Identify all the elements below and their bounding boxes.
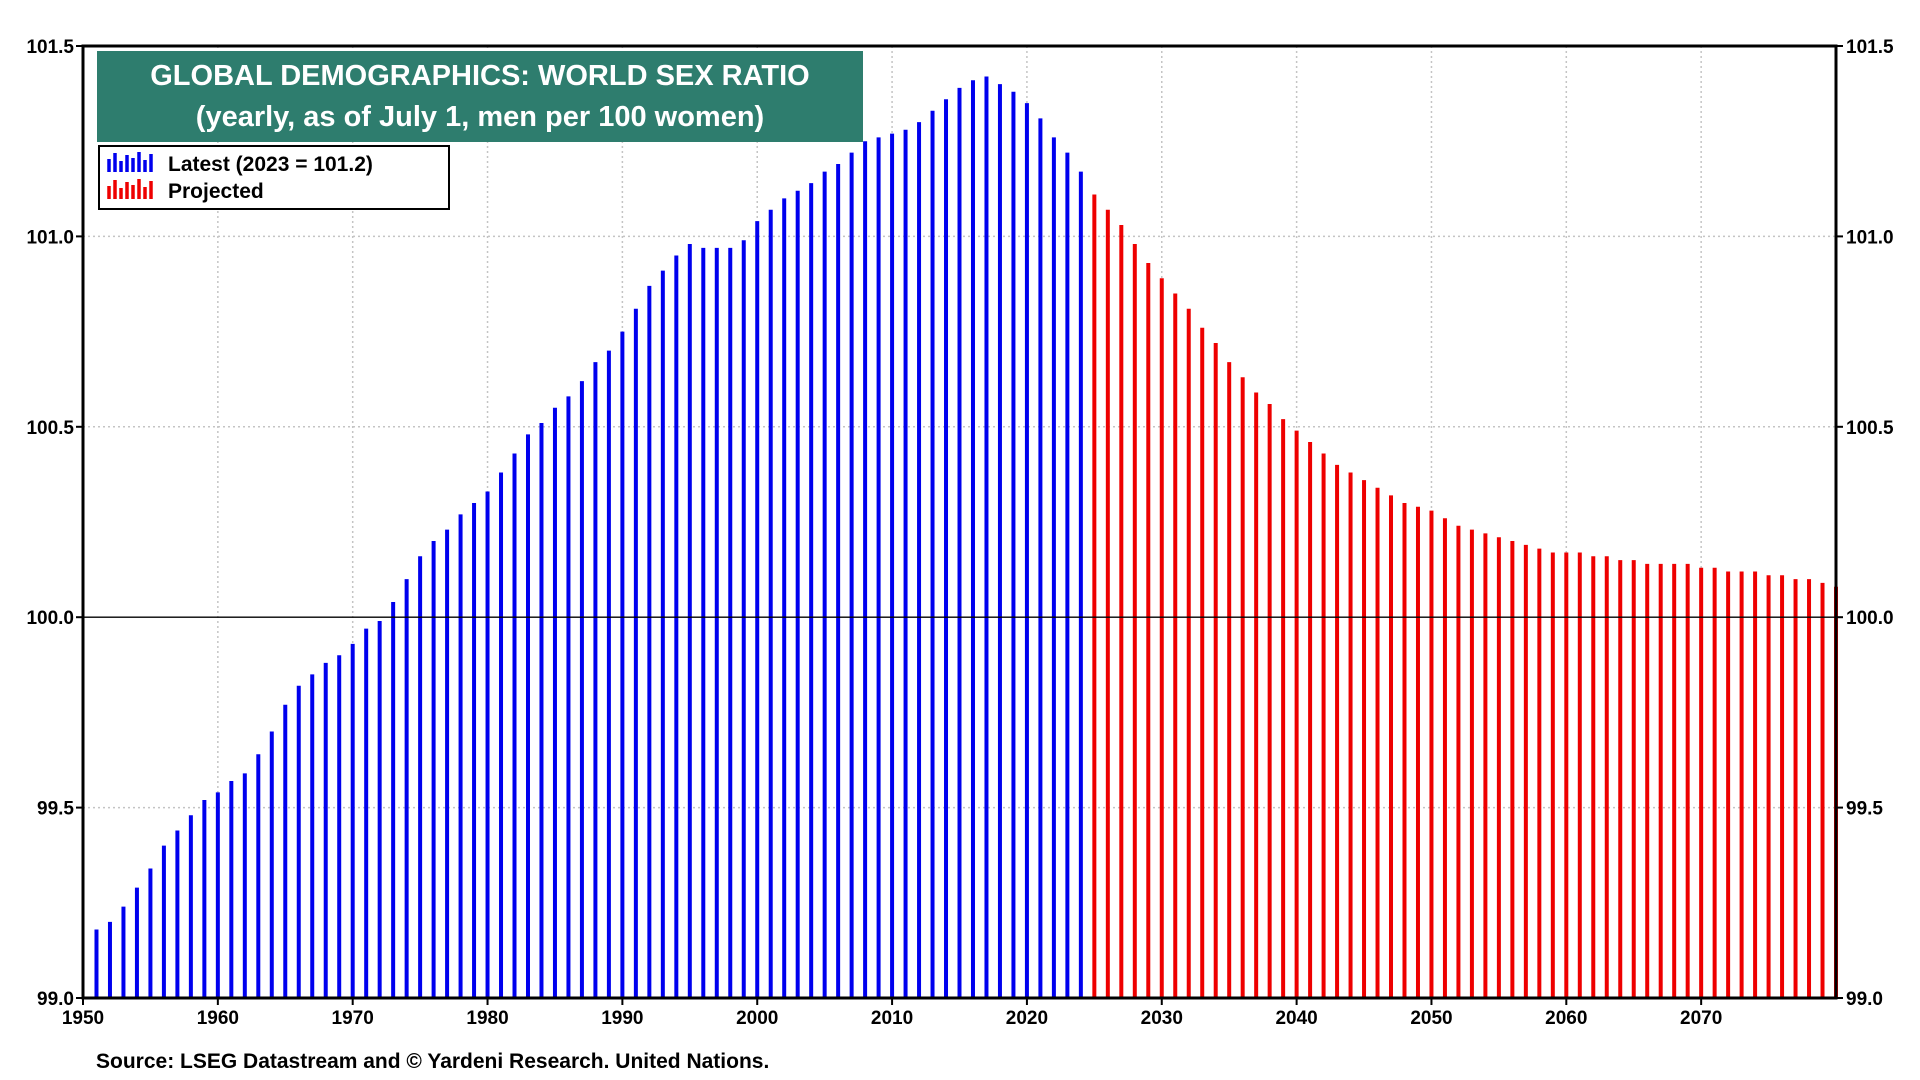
x-tick-label: 2010 <box>871 1008 913 1029</box>
legend-label-projected: Projected <box>168 180 264 203</box>
x-axis: 1950 1960 1970 1980 1990 2000 2010 2020 2030 2040… <box>62 998 1722 1029</box>
x-tick-label: 2060 <box>1545 1008 1587 1029</box>
x-tick-label: 2020 <box>1006 1008 1048 1029</box>
legend-swatch-projected <box>107 179 153 199</box>
chart-title: GLOBAL DEMOGRAPHICS: WORLD SEX RATIO <box>150 60 809 92</box>
bars <box>94 76 1838 998</box>
legend-frame <box>98 145 450 210</box>
x-tick-label: 2000 <box>736 1008 778 1029</box>
chart-subtitle: (yearly, as of July 1, men per 100 women… <box>196 101 764 133</box>
x-tick-label: 2030 <box>1141 1008 1183 1029</box>
title-background <box>97 51 863 142</box>
legend-label-latest: Latest (2023 = 101.2) <box>168 153 373 176</box>
x-tick-label: 1980 <box>466 1008 508 1029</box>
legend: Latest (2023 = 101.2) Projected <box>98 145 450 210</box>
y-tick-label-left: 99.5 <box>37 799 74 820</box>
y-tick-label-right: 99.5 <box>1846 799 1883 820</box>
y-tick-label-left: 101.0 <box>26 227 74 248</box>
source-note: Source: LSEG Datastream and © Yardeni Re… <box>96 1050 769 1073</box>
legend-swatch-latest <box>107 152 153 172</box>
plot-frame <box>81 44 1838 1000</box>
y-tick-label-right: 100.0 <box>1846 608 1894 629</box>
y-tick-label-left: 99.0 <box>37 989 74 1010</box>
y-tick-label-right: 99.0 <box>1846 989 1883 1010</box>
title-box: GLOBAL DEMOGRAPHICS: WORLD SEX RATIO (ye… <box>97 51 863 142</box>
x-tick-label: 2070 <box>1680 1008 1722 1029</box>
y-tick-label-left: 101.5 <box>26 37 74 58</box>
y-axis-left: 101.5 101.0 100.5 100.0 99.5 99.0 <box>26 37 83 1010</box>
y-tick-label-right: 101.5 <box>1846 37 1894 58</box>
y-axis-right: 101.5 101.0 100.5 100.0 99.5 99.0 <box>1836 37 1894 1010</box>
x-tick-label: 2040 <box>1275 1008 1317 1029</box>
y-tick-label-left: 100.0 <box>26 608 74 629</box>
x-tick-label: 1950 <box>62 1008 104 1029</box>
x-tick-label: 2050 <box>1410 1008 1452 1029</box>
x-tick-label: 1970 <box>332 1008 374 1029</box>
x-tick-label: 1990 <box>601 1008 643 1029</box>
y-tick-label-right: 100.5 <box>1846 418 1894 439</box>
x-tick-label: 1960 <box>197 1008 239 1029</box>
y-tick-label-left: 100.5 <box>26 418 74 439</box>
y-tick-label-right: 101.0 <box>1846 227 1894 248</box>
